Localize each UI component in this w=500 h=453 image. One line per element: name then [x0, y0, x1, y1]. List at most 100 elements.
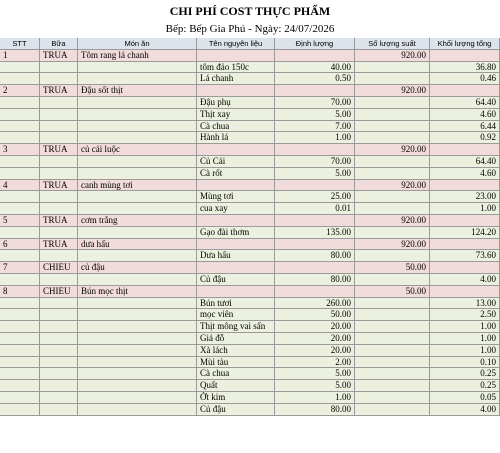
cell: Đậu phụ [197, 97, 275, 109]
ingredient-row: Xà lách 20.00 1.00 [0, 344, 500, 357]
cell: Cà chua [197, 120, 275, 133]
cell: canh mùng tơi [78, 179, 197, 192]
cell [0, 356, 40, 369]
cell [78, 226, 197, 239]
cell [40, 226, 78, 239]
ingredient-row: Cà chua 7.00 6.44 [0, 120, 500, 133]
cell: 920.00 [355, 49, 430, 62]
cell [0, 274, 40, 286]
cell [78, 368, 197, 381]
cell: 3 [0, 144, 40, 156]
cell [355, 380, 430, 392]
cell [355, 73, 430, 86]
cell [0, 120, 40, 133]
cell [0, 321, 40, 333]
cell [78, 333, 197, 345]
cell [78, 321, 197, 333]
cell: Bún tươi [197, 297, 275, 310]
ingredient-row: Mùng tơi 25.00 23.00 [0, 191, 500, 204]
cell [78, 191, 197, 204]
cell [355, 333, 430, 345]
ingredient-row: Giá đỗ 20.00 1.00 [0, 333, 500, 345]
cell [40, 132, 78, 145]
cell [40, 120, 78, 133]
cell: 4.00 [430, 274, 500, 286]
cell [40, 368, 78, 381]
cell: củ đậu [78, 262, 197, 274]
cell [0, 191, 40, 204]
cell: 7 [0, 262, 40, 274]
cell [355, 297, 430, 310]
ingredient-row: Quất 5.00 0.25 [0, 380, 500, 392]
cell [78, 73, 197, 86]
cell: 80.00 [275, 403, 355, 416]
cell: cua xay [197, 203, 275, 215]
header-cell: Số lượng suất [355, 38, 430, 50]
cell [197, 179, 275, 192]
cell: Quất [197, 380, 275, 392]
cell: 135.00 [275, 226, 355, 239]
cell [355, 226, 430, 239]
cell [430, 85, 500, 97]
cell: 920.00 [355, 215, 430, 227]
cell: Củ đậu [197, 274, 275, 286]
cell: Đậu sốt thịt [78, 85, 197, 97]
cell [430, 144, 500, 156]
cell: 0.25 [430, 368, 500, 381]
cell [0, 203, 40, 215]
cell [355, 368, 430, 381]
cell [0, 108, 40, 121]
cell: Cà chua [197, 368, 275, 381]
cell [355, 274, 430, 286]
cell [197, 85, 275, 97]
cell [40, 392, 78, 404]
cell [275, 215, 355, 227]
ingredient-row: Mùi tàu 2.00 0.10 [0, 356, 500, 369]
cell [197, 285, 275, 298]
cell [430, 215, 500, 227]
cell [40, 203, 78, 215]
cell [197, 49, 275, 62]
cell [275, 238, 355, 251]
cell [0, 333, 40, 345]
cell: mọc viên [197, 309, 275, 322]
cell: 8 [0, 285, 40, 298]
cell [0, 368, 40, 381]
header-cell: Tên nguyên liệu [197, 38, 275, 50]
cell: 4.60 [430, 108, 500, 121]
cell [0, 392, 40, 404]
cell: 124.20 [430, 226, 500, 239]
cell: 260.00 [275, 297, 355, 310]
cell: 2.00 [275, 356, 355, 369]
cell [0, 344, 40, 357]
cell [355, 97, 430, 109]
cell: 25.00 [275, 191, 355, 204]
cell [0, 97, 40, 109]
cell: 80.00 [275, 250, 355, 263]
cell [0, 73, 40, 86]
header-cell: STT [0, 38, 40, 50]
cell: 1.00 [430, 203, 500, 215]
cell [430, 238, 500, 251]
cell [40, 97, 78, 109]
dish-row: 3 TRUA củ cải luộc 920.00 [0, 144, 500, 156]
cell: 70.00 [275, 156, 355, 168]
cell [78, 132, 197, 145]
cell [0, 226, 40, 239]
ingredient-row: Đậu phụ 70.00 64.40 [0, 97, 500, 109]
cell: 13.00 [430, 297, 500, 310]
dish-row: 7 CHIEU củ đậu 50.00 [0, 262, 500, 274]
cell [355, 191, 430, 204]
title: CHI PHÍ COST THỰC PHẨM [169, 4, 331, 18]
cell [275, 285, 355, 298]
cell [355, 392, 430, 404]
cell [0, 167, 40, 180]
cell: 4 [0, 179, 40, 192]
cell: tôm đảo 150c [197, 61, 275, 74]
cell: Gạo đài thơm [197, 226, 275, 239]
cell [40, 344, 78, 357]
cell [78, 344, 197, 357]
cell: 2 [0, 85, 40, 97]
cell: Ớt kim [197, 392, 275, 404]
cell [430, 285, 500, 298]
